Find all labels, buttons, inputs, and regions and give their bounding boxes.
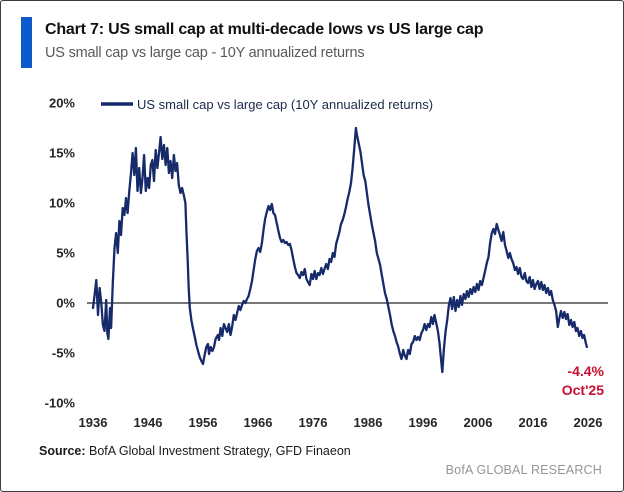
- source-label: Source:: [39, 444, 86, 458]
- x-tick-label: 1936: [79, 415, 108, 430]
- x-tick-label: 1946: [134, 415, 163, 430]
- y-tick-label: 0%: [56, 296, 75, 311]
- y-tick-label: -10%: [45, 396, 76, 411]
- y-tick-label: 10%: [49, 196, 75, 211]
- x-tick-label: 1956: [189, 415, 218, 430]
- x-tick-label: 1966: [244, 415, 273, 430]
- annotation-value: -4.4%: [567, 363, 604, 379]
- legend-label: US small cap vs large cap (10Y annualize…: [137, 97, 433, 112]
- chart-title: Chart 7: US small cap at multi-decade lo…: [45, 21, 484, 38]
- x-tick-label: 1996: [409, 415, 438, 430]
- y-tick-label: 20%: [49, 96, 75, 111]
- y-axis-ticks: 20% 15% 10% 5% 0% -5% -10%: [45, 96, 76, 411]
- title-accent-bar: [21, 17, 32, 68]
- y-tick-label: 5%: [56, 246, 75, 261]
- x-tick-label: 1976: [299, 415, 328, 430]
- x-axis-ticks: 1936 1946 1956 1966 1976 1986 1996 2006 2016 2026: [79, 415, 603, 430]
- annotation-date: Oct'25: [562, 382, 604, 398]
- series-line: [91, 126, 589, 374]
- chart-subtitle: US small cap vs large cap - 10Y annualiz…: [45, 45, 365, 61]
- y-tick-label: -5%: [52, 346, 76, 361]
- x-tick-label: 1986: [354, 415, 383, 430]
- x-tick-label: 2016: [519, 415, 548, 430]
- y-tick-label: 15%: [49, 146, 75, 161]
- header-text: Chart 7: US small cap at multi-decade lo…: [45, 17, 484, 68]
- source-line: Source: BofA Global Investment Strategy,…: [39, 444, 351, 458]
- chart-header: Chart 7: US small cap at multi-decade lo…: [21, 17, 484, 68]
- x-tick-label: 2026: [574, 415, 603, 430]
- brand-text: BofA GLOBAL RESEARCH: [445, 463, 602, 477]
- x-tick-label: 2006: [464, 415, 493, 430]
- source-text: BofA Global Investment Strategy, GFD Fin…: [85, 444, 351, 458]
